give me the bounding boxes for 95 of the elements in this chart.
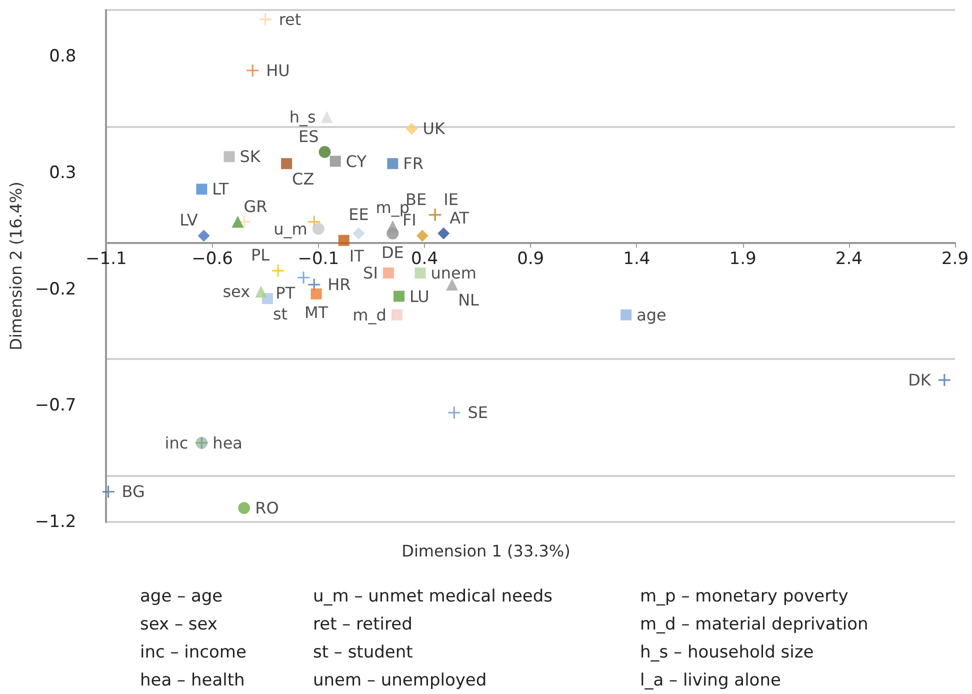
point xyxy=(338,234,350,246)
series-label: RO xyxy=(255,498,279,518)
y-axis-title: Dimension 2 (16.4%) xyxy=(6,182,26,350)
point xyxy=(255,286,268,298)
point xyxy=(296,270,310,284)
text: h_s – household size xyxy=(640,642,814,662)
point xyxy=(382,267,394,278)
point xyxy=(232,216,244,228)
point xyxy=(307,278,321,292)
text: age – age xyxy=(140,586,223,606)
series-label: m_d xyxy=(352,305,386,324)
series-label: inc xyxy=(164,433,188,452)
point xyxy=(352,227,365,240)
point xyxy=(102,484,116,499)
x-tick-label: 1.4 xyxy=(623,249,650,270)
series-label: LV xyxy=(180,210,198,230)
x-tick-label: −1.1 xyxy=(86,249,127,270)
point xyxy=(320,111,333,124)
series-label: ES xyxy=(298,126,319,146)
x-axis-title: Dimension 1 (33.3%) xyxy=(402,542,570,560)
point xyxy=(938,373,952,387)
point xyxy=(196,184,208,195)
text: m_p – monetary poverty xyxy=(640,586,848,606)
y-tick-label: −0.2 xyxy=(34,279,76,300)
point xyxy=(310,288,322,300)
x-tick-label: 2.4 xyxy=(835,249,862,270)
point xyxy=(312,222,324,235)
x-tick-label: 2.9 xyxy=(941,249,969,270)
series-label: DK xyxy=(908,370,932,390)
series-label: SE xyxy=(468,403,488,422)
text: m_d – material deprivation xyxy=(640,614,868,634)
series-label: h_s xyxy=(289,108,316,127)
point xyxy=(246,64,260,78)
point xyxy=(446,278,458,291)
point xyxy=(318,146,331,158)
series-label: UK xyxy=(422,119,446,138)
point xyxy=(224,151,235,162)
series-label: PT xyxy=(276,284,296,303)
point xyxy=(387,158,398,170)
series-label: st xyxy=(272,304,288,324)
text: l_a – living alone xyxy=(640,670,781,690)
text: sex – sex xyxy=(140,614,218,634)
x-tick-label: 0.9 xyxy=(517,249,544,270)
series-label: CZ xyxy=(292,170,314,189)
text: ret – retired xyxy=(313,614,412,634)
series-label: CY xyxy=(346,152,367,171)
series-label: DE xyxy=(381,242,404,262)
point xyxy=(620,309,632,320)
y-tick-label: −0.7 xyxy=(34,396,76,416)
text: hea – health xyxy=(140,670,245,690)
series-label: FR xyxy=(403,154,424,174)
point xyxy=(330,156,341,167)
point xyxy=(438,227,450,240)
series-label: ret xyxy=(278,10,302,29)
point xyxy=(416,230,428,242)
text: u_m – unmet medical needs xyxy=(313,586,553,606)
point xyxy=(394,290,405,302)
series-label: EE xyxy=(348,204,369,224)
point xyxy=(447,406,461,420)
series-label: HR xyxy=(328,275,351,294)
y-tick-label: 0.3 xyxy=(49,162,76,183)
point xyxy=(271,264,285,278)
text: st – student xyxy=(313,642,414,662)
point xyxy=(406,122,418,135)
series-label: PL xyxy=(251,246,270,265)
series-label: BG xyxy=(122,482,145,502)
series-label: hea xyxy=(212,433,242,452)
point xyxy=(198,230,210,242)
point xyxy=(238,502,250,514)
series-label: AT xyxy=(450,208,470,228)
series-label: LU xyxy=(410,286,430,306)
y-tick-label: −1.2 xyxy=(34,512,76,532)
series-label: LT xyxy=(212,180,229,199)
point xyxy=(414,267,426,278)
series-label: IE xyxy=(444,190,458,209)
x-tick-label: −0.1 xyxy=(298,249,340,270)
series-label: sex xyxy=(222,282,250,302)
text: unem – unemployed xyxy=(313,670,487,690)
x-tick-label: −0.6 xyxy=(192,249,233,270)
series-label: NL xyxy=(458,290,480,310)
text: inc – income xyxy=(140,642,246,662)
x-tick-label: 1.9 xyxy=(729,249,756,270)
y-tick-label: 0.8 xyxy=(49,46,76,67)
series-label: age xyxy=(636,305,666,324)
series-label: u_m xyxy=(274,219,308,238)
series-label: SK xyxy=(240,147,261,166)
point xyxy=(281,158,292,170)
point xyxy=(258,12,272,26)
series-label: HU xyxy=(266,61,290,80)
series-label: IT xyxy=(349,246,364,266)
series-label: GR xyxy=(244,196,268,216)
point xyxy=(386,220,399,232)
series-label: SI xyxy=(363,263,378,282)
series-label: MT xyxy=(304,302,328,322)
point xyxy=(391,309,402,320)
